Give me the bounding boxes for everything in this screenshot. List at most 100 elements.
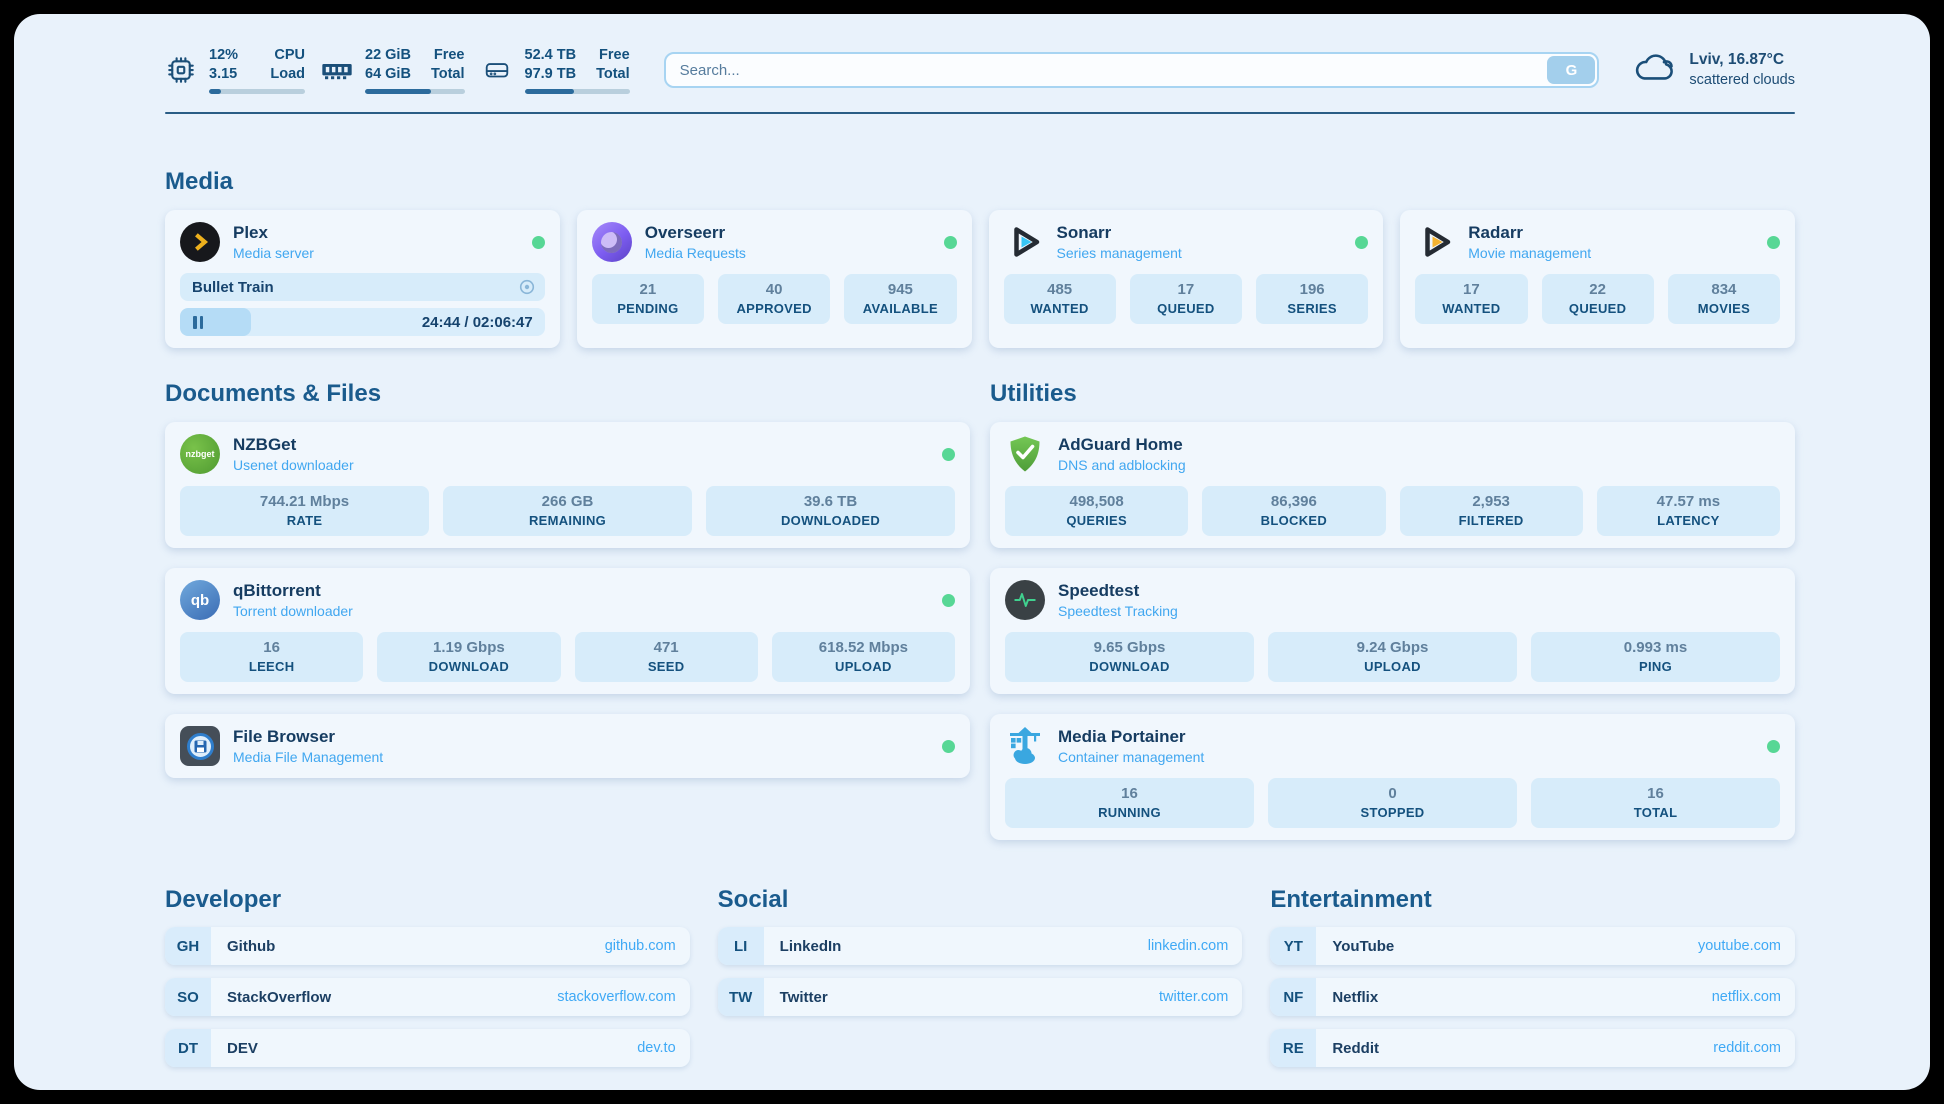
stat-label: LATENCY	[1657, 513, 1720, 528]
card-radarr[interactable]: Radarr Movie management 17 WANTED 22 QUE…	[1400, 210, 1795, 348]
link-url[interactable]: dev.to	[637, 1040, 676, 1056]
weather-condition: scattered clouds	[1689, 71, 1795, 88]
stat-label: REMAINING	[528, 513, 607, 528]
stat-tile: 39.6 TB DOWNLOADED	[706, 486, 955, 536]
stat-value: 16	[1121, 785, 1138, 802]
radarr-icon	[1415, 222, 1455, 262]
section-title-media: Media	[165, 168, 234, 195]
linkedin-badge: LI	[717, 927, 764, 965]
cpu-stat-group: 12% 3.15 CPU Load	[165, 46, 305, 94]
app-title: NZBGet	[233, 434, 297, 454]
card-nzbget[interactable]: nzbget NZBGet Usenet downloader 744.21 M…	[165, 422, 970, 548]
status-dot	[1767, 235, 1780, 249]
stat-tile: 0.993 ms PING	[1531, 632, 1780, 682]
stat-tile: 498,508 QUERIES	[1005, 486, 1189, 536]
storage-total-value: 97.9 TB	[524, 66, 577, 82]
link-netflix[interactable]: NF Netflix netflix.com	[1270, 978, 1795, 1016]
storage-free-label: Free	[599, 47, 630, 64]
card-file-browser[interactable]: File Browser Media File Management	[165, 714, 970, 778]
stat-label: WANTED	[1442, 301, 1501, 316]
stat-label: SERIES	[1287, 301, 1337, 316]
link-stackoverflow[interactable]: SO StackOverflow stackoverflow.com	[165, 978, 690, 1016]
card-overseerr[interactable]: Overseerr Media Requests 21 PENDING 40 A…	[576, 210, 972, 348]
stat-value: 485	[1047, 281, 1073, 298]
stat-value: 39.6 TB	[803, 493, 858, 510]
weather-widget: Lviv, 16.87°C scattered clouds	[1631, 50, 1795, 91]
file-browser-icon	[180, 726, 220, 766]
card-plex[interactable]: Plex Media server Bullet Train	[165, 210, 560, 348]
stat-label: DOWNLOAD	[1089, 659, 1170, 674]
stat-tile: 22 QUEUED	[1541, 274, 1654, 324]
app-subtitle: Torrent downloader	[233, 603, 353, 620]
top-bar: 12% 3.15 CPU Load	[165, 44, 1795, 96]
stat-label: UPLOAD	[835, 659, 892, 674]
section-social: Social LI LinkedIn linkedin.com TW Twitt…	[717, 886, 1243, 1067]
dev-badge: DT	[165, 1029, 211, 1067]
stat-tile: 834 MOVIES	[1667, 274, 1780, 324]
link-url[interactable]: twitter.com	[1159, 989, 1229, 1005]
dashboard-panel: 12% 3.15 CPU Load	[14, 14, 1930, 1090]
link-url[interactable]: reddit.com	[1713, 1040, 1781, 1056]
link-github[interactable]: GH Github github.com	[165, 927, 690, 965]
stat-tile: 196 SERIES	[1256, 274, 1369, 324]
cpu-label: CPU	[274, 47, 305, 64]
stat-value: 0.993 ms	[1623, 639, 1688, 656]
link-name: Twitter	[779, 988, 828, 1006]
link-name: Github	[227, 937, 276, 955]
status-dot	[1355, 235, 1369, 249]
link-url[interactable]: linkedin.com	[1147, 938, 1229, 954]
stat-label: DOWNLOAD	[428, 659, 510, 674]
app-title: File Browser	[233, 726, 336, 746]
app-subtitle: Speedtest Tracking	[1058, 603, 1178, 620]
netflix-badge: NF	[1270, 978, 1317, 1016]
card-sonarr[interactable]: Sonarr Series management 485 WANTED 17 Q…	[988, 210, 1384, 348]
status-dot	[1767, 739, 1780, 753]
link-twitter[interactable]: TW Twitter twitter.com	[717, 978, 1243, 1016]
stat-label: PENDING	[617, 301, 679, 316]
stat-label: STOPPED	[1360, 805, 1425, 820]
stat-tile: 47.57 ms LATENCY	[1596, 486, 1780, 536]
app-title: AdGuard Home	[1058, 434, 1183, 454]
cpu-icon	[165, 54, 197, 86]
stat-tile: 17 QUEUED	[1129, 274, 1242, 324]
storage-stat-text: 52.4 TB 97.9 TB Free Total	[525, 46, 630, 84]
storage-stat-group: 52.4 TB 97.9 TB Free Total	[481, 46, 630, 94]
stat-value: 16	[263, 639, 280, 656]
link-url[interactable]: github.com	[604, 938, 676, 954]
card-qbittorrent[interactable]: qb qBittorrent Torrent downloader 16 LEE…	[165, 568, 970, 694]
link-url[interactable]: youtube.com	[1697, 938, 1781, 954]
stat-value: 2,953	[1472, 493, 1510, 510]
app-title: Sonarr	[1056, 222, 1112, 242]
link-dev[interactable]: DT DEV dev.to	[165, 1029, 690, 1067]
search-input[interactable]	[663, 52, 1600, 88]
link-youtube[interactable]: YT YouTube youtube.com	[1270, 927, 1795, 965]
stat-label: BLOCKED	[1260, 513, 1328, 528]
section-title-developer: Developer	[165, 886, 282, 913]
cpu-progress-track	[209, 88, 305, 94]
link-url[interactable]: netflix.com	[1711, 989, 1781, 1005]
link-url[interactable]: stackoverflow.com	[557, 989, 676, 1005]
link-reddit[interactable]: RE Reddit reddit.com	[1270, 1029, 1795, 1067]
app-title: qBittorrent	[233, 580, 321, 600]
link-linkedin[interactable]: LI LinkedIn linkedin.com	[717, 927, 1243, 965]
session-icon[interactable]	[518, 278, 536, 296]
section-utilities: Utilities	[990, 380, 1795, 840]
card-speedtest[interactable]: Speedtest Speedtest Tracking 9.65 Gbps D…	[990, 568, 1795, 694]
playback-progress-bar: 24:44 / 02:06:47	[180, 308, 545, 336]
app-subtitle: DNS and adblocking	[1058, 457, 1186, 474]
stat-label: TOTAL	[1633, 805, 1678, 820]
twitter-badge: TW	[717, 978, 764, 1016]
stat-value: 40	[765, 281, 783, 298]
memory-total-label: Total	[430, 66, 465, 82]
stat-label: QUEUED	[1568, 301, 1627, 316]
app-subtitle: Usenet downloader	[233, 457, 354, 474]
card-media-portainer[interactable]: Media Portainer Container management 16 …	[990, 714, 1795, 840]
status-dot	[942, 739, 955, 753]
system-stats: 12% 3.15 CPU Load	[165, 46, 630, 94]
card-adguard-home[interactable]: AdGuard Home DNS and adblocking 498,508 …	[990, 422, 1795, 548]
stat-tile: 485 WANTED	[1003, 274, 1116, 324]
stat-value: 22	[1589, 281, 1606, 298]
memory-icon	[321, 54, 353, 86]
memory-progress-track	[365, 88, 465, 94]
search-provider-button[interactable]: G	[1547, 56, 1596, 84]
